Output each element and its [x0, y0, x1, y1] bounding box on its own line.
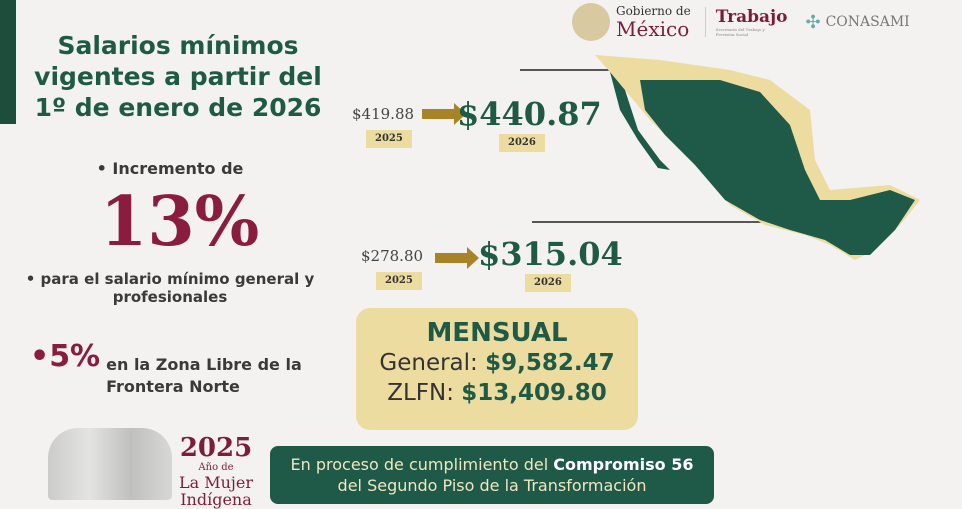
zlfn-old-value: $419.88 [352, 105, 415, 123]
header-logos: Gobierno de México Trabajo Secretaría del… [572, 3, 910, 41]
bullet-general: • para el salario mínimo general y profe… [25, 270, 315, 306]
national-seal-icon [572, 3, 610, 41]
monthly-zlfn: ZLFN: $13,409.80 [387, 380, 607, 406]
page-title: Salarios mínimos vigentes a partir del 1… [34, 31, 322, 122]
bullet-increase: • Incremento de [96, 159, 244, 178]
trabajo-logo: Trabajo Secretaría del Trabajo y Previsi… [704, 7, 788, 37]
increase-percent: 13% [100, 182, 260, 262]
general-old-value: $278.80 [361, 247, 424, 265]
general-new-year: 2026 [525, 274, 571, 292]
monthly-general: General: $9,582.47 [379, 350, 615, 376]
conasami-logo: ✣ CONASAMI [805, 11, 910, 33]
general-new-value: $315.04 [478, 235, 623, 273]
mexico-map [520, 55, 920, 260]
zlfn-percent: •5% [30, 339, 101, 374]
general-old-year: 2025 [376, 272, 422, 290]
gobierno-logo: Gobierno de México [572, 3, 691, 41]
indigenous-women-illustration [48, 428, 172, 500]
zlfn-old-year: 2025 [366, 130, 412, 148]
monthly-heading: MENSUAL [426, 318, 568, 348]
zlfn-new-value: $440.87 [457, 95, 602, 133]
zlfn-new-year: 2026 [499, 134, 545, 152]
monthly-box: MENSUAL General: $9,582.47 ZLFN: $13,409… [356, 308, 638, 430]
arrow-icon [422, 103, 466, 125]
accent-bar [0, 0, 16, 124]
conasami-emblem-icon: ✣ [805, 11, 821, 33]
arrow-icon [435, 247, 479, 269]
bullet-text: en la Zona Libre de la Frontera Norte [106, 355, 302, 396]
bullet-zlfn: •5% en la Zona Libre de la Frontera Norte [30, 340, 306, 398]
year-badge: 2025 Año de La Mujer Indígena [178, 433, 253, 509]
commitment-banner: En proceso de cumplimiento del Compromis… [270, 446, 714, 504]
bullet-text: para el salario mínimo general y profesi… [40, 270, 315, 306]
bullet-text: Incremento de [112, 159, 244, 178]
